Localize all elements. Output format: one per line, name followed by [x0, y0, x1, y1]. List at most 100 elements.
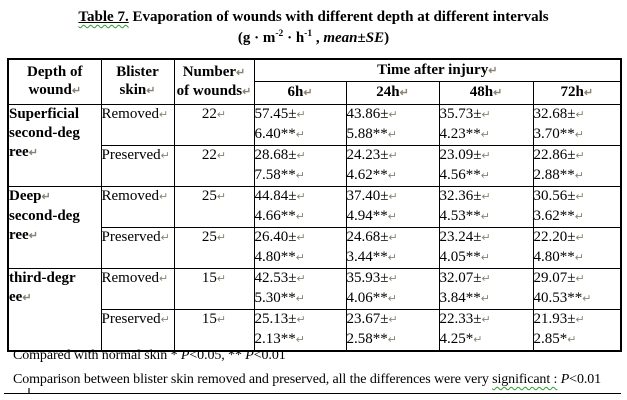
header-6h: 6h↵	[253, 80, 347, 105]
return-mark: ↵	[574, 210, 584, 223]
return-mark: ↵	[481, 108, 491, 121]
depth-cell-deep-second-degree: Deep↵ second-deg ree↵	[7, 185, 102, 269]
return-mark: ↵	[296, 108, 306, 121]
return-mark: ↵	[160, 231, 170, 244]
return-mark: ↵	[388, 108, 398, 121]
value-cell-48h: 22.33±↵ 4.25*↵	[438, 308, 534, 351]
depth-cell-third-degree: third-degr ee↵	[7, 267, 102, 351]
wound-count-cell: 25↵	[173, 185, 255, 228]
return-mark: ↵	[388, 149, 398, 162]
return-mark: ↵	[296, 190, 306, 203]
value-cell-48h: 23.24±↵ 4.05**↵	[438, 226, 534, 269]
value-cell-24h: 24.23±↵ 4.62**↵	[345, 144, 440, 187]
return-mark: ↵	[480, 210, 490, 223]
value-cell-48h: 32.07±↵ 3.84**↵	[438, 267, 534, 310]
header-72h: 72h↵	[532, 80, 622, 105]
return-mark: ↵	[481, 190, 491, 203]
return-mark: ↵	[388, 231, 398, 244]
return-mark: ↵	[216, 108, 227, 121]
value-cell-6h: 25.13±↵ 2.13**↵	[253, 308, 347, 351]
header-time-after-injury: Time after injury↵	[253, 58, 622, 82]
return-mark: ↵	[480, 128, 490, 141]
value-cell-72h: 32.68±↵ 3.70**↵	[532, 103, 622, 146]
return-mark: ↵	[480, 292, 490, 305]
return-mark: ↵	[583, 87, 594, 99]
bottom-rule	[4, 393, 621, 394]
return-mark: ↵	[303, 87, 313, 99]
return-mark: ↵	[216, 313, 227, 326]
value-cell-72h: 30.56±↵ 3.62**↵	[532, 185, 622, 228]
return-mark: ↵	[480, 169, 490, 182]
return-mark: ↵	[388, 190, 398, 203]
value-cell-24h: 43.86±↵ 5.88**↵	[345, 103, 440, 146]
evaporation-table: Depth of wound↵ Blister skin↵ Number↵ of wo…	[7, 58, 622, 352]
header-24h: 24h↵	[345, 80, 440, 105]
table-row: Preserved↵ 22↵ 28.68±↵ 7.58**↵ 24.23±↵ 4.6…	[8, 144, 622, 187]
table-row: Superficial second-deg ree↵ Removed↵ 22↵ 5…	[7, 103, 622, 187]
blister-skin-cell: Removed↵	[100, 103, 175, 146]
return-mark: ↵	[387, 333, 397, 346]
return-mark: ↵	[473, 333, 483, 346]
return-mark: ↵	[28, 146, 38, 159]
return-mark: ↵	[295, 292, 305, 305]
return-mark: ↵	[160, 149, 170, 162]
return-mark: ↵	[71, 85, 82, 98]
table-row: Preserved↵ 25↵ 26.40±↵ 4.80**↵ 24.68±↵ 3.4…	[8, 226, 622, 269]
wound-count-cell: 25↵	[173, 226, 255, 269]
return-mark: ↵	[388, 272, 398, 285]
return-mark: ↵	[575, 190, 585, 203]
wound-count-cell: 15↵	[173, 308, 255, 351]
return-mark: ↵	[387, 169, 397, 182]
return-mark: ↵	[216, 149, 227, 162]
return-mark: ↵	[296, 231, 306, 244]
return-mark: ↵	[146, 85, 156, 98]
return-mark: ↵	[567, 333, 577, 346]
value-cell-6h: 42.53±↵ 5.30**↵	[253, 267, 347, 310]
return-mark: ↵	[480, 251, 490, 264]
return-mark: ↵	[387, 292, 397, 305]
blister-skin-cell: Removed↵	[100, 267, 175, 310]
return-mark: ↵	[575, 272, 585, 285]
return-mark: ↵	[488, 64, 498, 77]
blister-skin-cell: Preserved↵	[100, 308, 175, 351]
return-mark: ↵	[481, 313, 491, 326]
note-compared-with-normal-skin: Compared with normal skin * P<0.05, ** P…	[13, 348, 286, 363]
return-mark: ↵	[295, 333, 305, 346]
return-mark: ↵	[574, 169, 584, 182]
return-mark: ↵	[575, 231, 585, 244]
wound-count-cell: 22↵	[173, 103, 255, 146]
table-number-label: Table 7.	[78, 9, 129, 25]
return-mark: ↵	[481, 231, 491, 244]
value-cell-24h: 24.68±↵ 3.44**↵	[345, 226, 440, 269]
table-row: third-degr ee↵ Removed↵ 15↵ 42.53±↵ 5.30**…	[7, 267, 622, 351]
depth-cell-superficial-second-degree: Superficial second-deg ree↵	[7, 103, 102, 187]
return-mark: ↵	[242, 85, 252, 98]
return-mark: ↵	[216, 190, 227, 203]
value-cell-6h: 26.40±↵ 4.80**↵	[253, 226, 347, 269]
value-cell-72h: 22.86±↵ 2.88**↵	[532, 144, 622, 187]
return-mark: ↵	[216, 231, 227, 244]
wound-count-cell: 15↵	[173, 267, 255, 310]
return-mark: ↵	[236, 66, 246, 79]
value-cell-48h: 23.09±↵ 4.56**↵	[438, 144, 534, 187]
value-cell-6h: 28.68±↵ 7.58**↵	[253, 144, 347, 187]
table-row: Preserved↵ 15↵ 25.13±↵ 2.13**↵ 23.67±↵ 2.5…	[8, 308, 622, 351]
paragraph-tick	[28, 388, 30, 393]
return-mark: ↵	[575, 149, 585, 162]
return-mark: ↵	[575, 108, 585, 121]
return-mark: ↵	[295, 128, 305, 141]
return-mark: ↵	[159, 272, 169, 285]
return-mark: ↵	[493, 87, 503, 99]
header-blister-skin: Blister skin↵	[100, 58, 175, 105]
page-title: Table 7. Evaporation of wounds with diff…	[0, 7, 627, 49]
value-cell-72h: 21.93±↵ 2.85*↵	[532, 308, 622, 351]
return-mark: ↵	[295, 169, 305, 182]
value-cell-48h: 35.73±↵ 4.23**↵	[438, 103, 534, 146]
return-mark: ↵	[388, 313, 398, 326]
return-mark: ↵	[160, 313, 170, 326]
return-mark: ↵	[41, 190, 51, 203]
header-depth-of-wound: Depth of wound↵	[7, 58, 102, 105]
return-mark: ↵	[387, 128, 397, 141]
return-mark: ↵	[575, 313, 585, 326]
